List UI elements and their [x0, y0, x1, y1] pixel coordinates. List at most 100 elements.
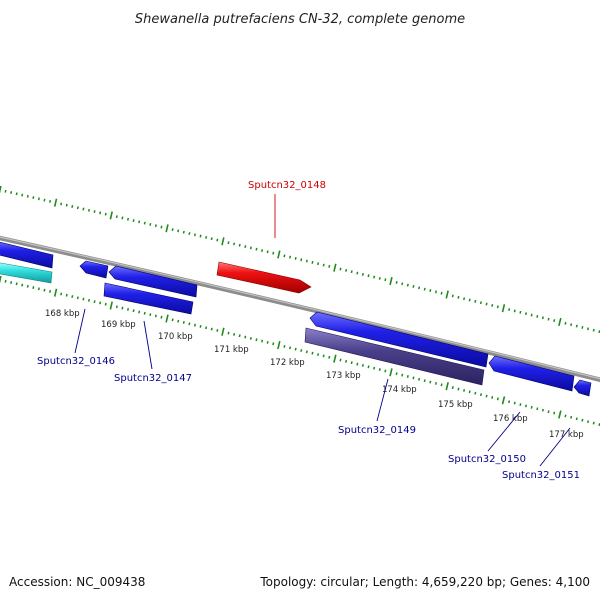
inner-minor-tick	[350, 361, 353, 365]
inner-minor-tick	[126, 307, 130, 311]
scale-label-168: 168 kbp	[45, 309, 80, 319]
inner-minor-tick	[519, 403, 522, 406]
outer-minor-tick	[463, 297, 466, 301]
inner-minor-tick	[541, 408, 544, 412]
inner-minor-tick	[149, 313, 152, 317]
inner-minor-tick	[406, 375, 409, 378]
outer-tick-row	[0, 185, 600, 334]
inner-minor-tick	[99, 301, 102, 305]
gene-label-sputcn32-0150[interactable]: Sputcn32_0150	[448, 454, 526, 465]
inner-minor-tick	[76, 296, 79, 300]
gene-left-edge-rna[interactable]	[0, 262, 53, 284]
outer-minor-tick	[553, 319, 556, 322]
gene-sputcn32-0148[interactable]	[216, 261, 312, 294]
gene-sputcn32-0149-a[interactable]	[309, 311, 489, 368]
gene-label-sputcn32-0151[interactable]: Sputcn32_0151	[502, 470, 580, 481]
gene-sputcn32-0147-b[interactable]	[103, 282, 194, 315]
inner-minor-tick	[378, 368, 381, 372]
outer-minor-tick	[474, 299, 477, 303]
inner-minor-tick	[4, 279, 7, 283]
outer-minor-tick	[570, 323, 573, 327]
outer-minor-tick	[322, 263, 325, 267]
inner-major-tick	[445, 382, 449, 391]
inner-minor-tick	[536, 407, 539, 411]
outer-minor-tick	[160, 225, 163, 229]
outer-minor-tick	[373, 275, 376, 279]
gene-sputcn32-0150[interactable]	[488, 355, 575, 392]
inner-major-tick	[0, 275, 2, 284]
outer-minor-tick	[328, 264, 331, 268]
gene-label-sputcn32-0146[interactable]: Sputcn32_0146	[37, 356, 115, 367]
genome-backbone	[0, 235, 600, 383]
inner-minor-tick	[177, 319, 180, 323]
inner-minor-tick	[37, 287, 40, 291]
outer-major-tick	[445, 290, 449, 299]
gene-sputcn32-0147-a[interactable]	[108, 265, 198, 298]
inner-minor-tick	[508, 400, 511, 404]
outer-minor-tick	[339, 267, 342, 271]
gene-left-edge-top[interactable]	[0, 241, 54, 269]
inner-minor-tick	[305, 350, 308, 354]
inner-minor-tick	[244, 335, 247, 339]
outer-minor-tick	[255, 247, 258, 251]
inner-minor-tick	[479, 393, 482, 397]
outer-minor-tick	[99, 211, 102, 215]
inner-minor-tick	[60, 292, 63, 296]
inner-minor-tick	[300, 349, 303, 352]
inner-minor-tick	[418, 377, 421, 381]
inner-minor-tick	[311, 351, 314, 355]
gene-label-sputcn32-0149[interactable]: Sputcn32_0149	[338, 425, 416, 436]
outer-minor-tick	[171, 228, 174, 232]
outer-minor-tick	[266, 250, 269, 254]
scale-label-175: 175 kbp	[438, 400, 473, 410]
outer-minor-tick	[216, 238, 219, 242]
outer-major-tick	[0, 185, 2, 194]
outer-minor-tick	[261, 249, 264, 252]
outer-minor-tick	[581, 326, 584, 329]
outer-minor-tick	[412, 285, 415, 288]
outer-minor-tick	[93, 210, 96, 214]
inner-minor-tick	[592, 421, 595, 425]
outer-major-tick	[501, 304, 506, 313]
inner-minor-tick	[564, 414, 567, 418]
outer-minor-tick	[513, 309, 516, 313]
outer-minor-tick	[154, 224, 157, 228]
inner-minor-tick	[581, 418, 584, 422]
outer-major-tick	[53, 198, 58, 207]
outer-minor-tick	[356, 271, 359, 275]
inner-minor-tick	[182, 321, 185, 324]
outer-minor-tick	[82, 207, 85, 211]
outer-minor-tick	[305, 259, 308, 263]
outer-minor-tick	[177, 229, 180, 233]
inner-minor-tick	[412, 376, 415, 380]
scale-label-170: 170 kbp	[158, 332, 193, 342]
outer-minor-tick	[65, 203, 68, 207]
outer-minor-tick	[547, 317, 550, 321]
outer-minor-tick	[530, 313, 533, 317]
inner-minor-tick	[154, 314, 157, 318]
gene-sputcn32-0149-b[interactable]	[304, 327, 485, 386]
gene-labels: Sputcn32_0148 Sputcn32_0146 Sputcn32_014…	[37, 180, 580, 481]
inner-minor-tick	[160, 315, 163, 319]
inner-minor-tick	[440, 383, 443, 387]
gene-sputcn32-0146[interactable]	[79, 260, 109, 279]
outer-minor-tick	[32, 196, 35, 200]
gene-sputcn32-0151[interactable]	[573, 379, 592, 397]
outer-major-tick	[389, 277, 393, 286]
outer-minor-tick	[423, 287, 426, 291]
gene-label-sputcn32-0148[interactable]: Sputcn32_0148	[248, 180, 326, 191]
scale-label-176: 176 kbp	[493, 414, 528, 424]
inner-minor-tick	[104, 302, 107, 306]
outer-minor-tick	[440, 291, 443, 295]
inner-minor-tick	[82, 297, 85, 301]
outer-minor-tick	[210, 237, 213, 241]
outer-minor-tick	[227, 241, 230, 245]
outer-minor-tick	[429, 289, 432, 292]
inner-major-tick	[558, 410, 562, 419]
outer-major-tick	[558, 317, 562, 327]
inner-minor-tick	[138, 310, 141, 314]
gene-label-sputcn32-0147[interactable]: Sputcn32_0147	[114, 373, 192, 384]
inner-minor-tick	[451, 386, 454, 390]
inner-minor-tick	[249, 336, 252, 340]
